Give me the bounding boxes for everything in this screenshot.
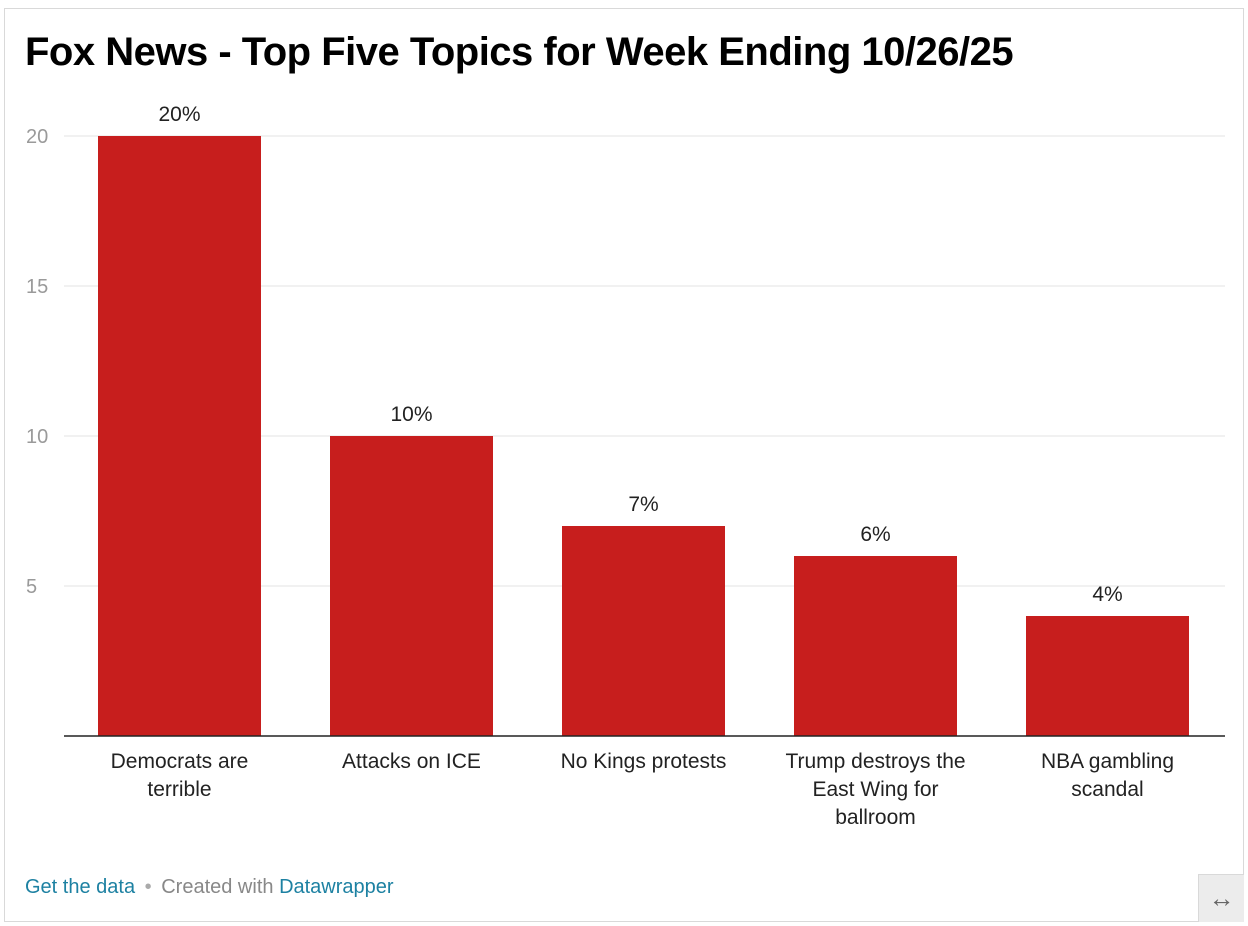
x-tick-label: scandal — [1071, 778, 1143, 801]
footer-separator: • — [144, 876, 152, 898]
get-the-data-link[interactable]: Get the data — [25, 876, 136, 898]
x-tick-label: Trump destroys the — [785, 750, 965, 773]
chart-title: Fox News - Top Five Topics for Week Endi… — [25, 30, 1014, 74]
x-tick-label: No Kings protests — [561, 750, 727, 773]
bar — [562, 526, 725, 736]
x-tick-label: terrible — [147, 778, 211, 801]
x-tick-label: ballroom — [835, 806, 916, 829]
data-label: 4% — [1092, 583, 1122, 606]
data-label: 6% — [860, 523, 890, 546]
x-tick-label: Attacks on ICE — [342, 750, 481, 773]
footer: Get the data • Created with Datawrapper — [25, 876, 394, 899]
bar — [1026, 616, 1189, 736]
x-tick-label: East Wing for — [812, 778, 938, 801]
created-with-text: Created with — [161, 876, 274, 898]
data-label: 20% — [158, 103, 200, 126]
bar — [98, 136, 261, 736]
data-label: 7% — [628, 493, 658, 516]
x-tick-label: NBA gambling — [1041, 750, 1174, 773]
x-tick-label: Democrats are — [111, 750, 249, 773]
bar — [330, 436, 493, 736]
y-tick-label: 10 — [26, 426, 48, 448]
y-tick-label: 15 — [26, 276, 48, 298]
y-tick-label: 5 — [26, 576, 37, 598]
y-tick-label: 20 — [26, 126, 48, 148]
bar — [794, 556, 957, 736]
data-label: 10% — [390, 403, 432, 426]
expand-icon[interactable]: ↔ — [1198, 874, 1244, 922]
datawrapper-link[interactable]: Datawrapper — [279, 876, 394, 898]
